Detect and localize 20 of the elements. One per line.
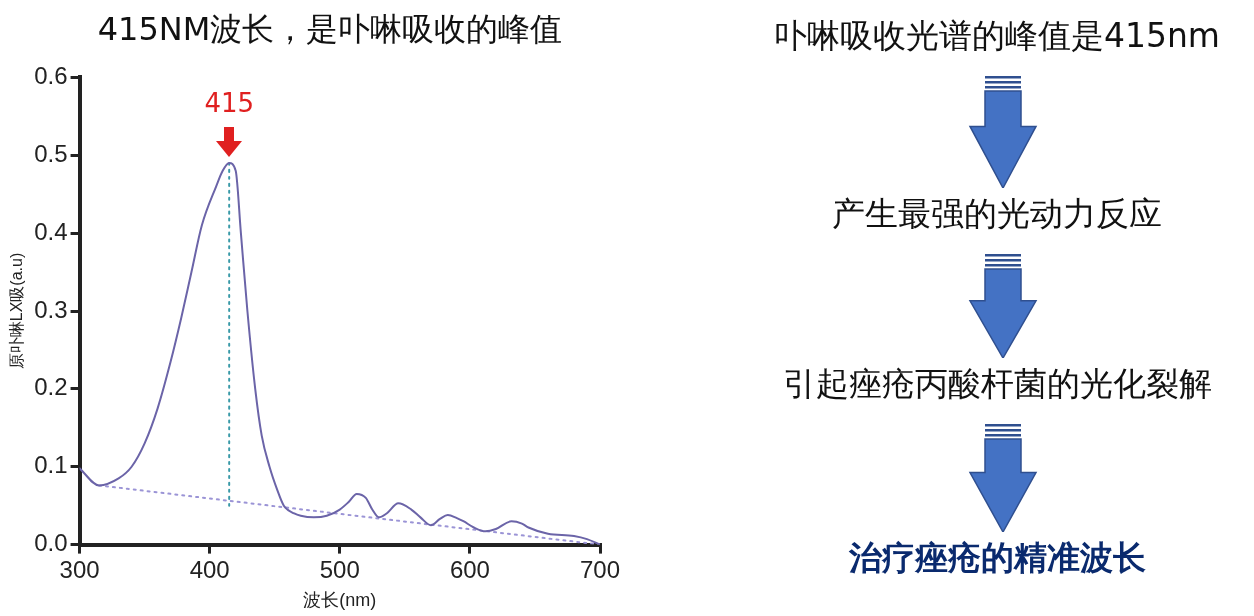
x-tick-label: 600	[449, 555, 490, 583]
x-tick-label: 400	[189, 555, 230, 583]
y-tick-label: 0.5	[34, 139, 68, 167]
y-tick-label: 0.0	[34, 529, 68, 557]
x-tick-label: 500	[319, 555, 360, 583]
text: 引起痤疮丙酸杆菌的光化裂解	[781, 363, 1213, 405]
chart-title: 415NM波长，是卟啉吸收的峰值	[96, 9, 564, 50]
x-tick-label: 300	[59, 555, 100, 583]
y-tick-label: 0.6	[34, 62, 68, 90]
y-tick-label: 0.2	[34, 373, 68, 401]
text: 卟啉吸收光谱的峰值是415nm	[772, 15, 1222, 57]
y-tick-label: 0.1	[34, 451, 68, 479]
text: 产生最强的光动力反应	[831, 193, 1163, 235]
x-axis-title: 波长(nm)	[303, 590, 377, 611]
x-tick-label: 700	[579, 555, 621, 583]
text: 治疗痤疮的精准波长	[847, 537, 1147, 579]
y-tick-label: 0.3	[34, 295, 68, 323]
y-tick-label: 0.4	[34, 217, 68, 245]
annotation: 415	[204, 87, 255, 118]
y-axis-title: 原卟啉LX吸(a.u)	[8, 252, 26, 370]
